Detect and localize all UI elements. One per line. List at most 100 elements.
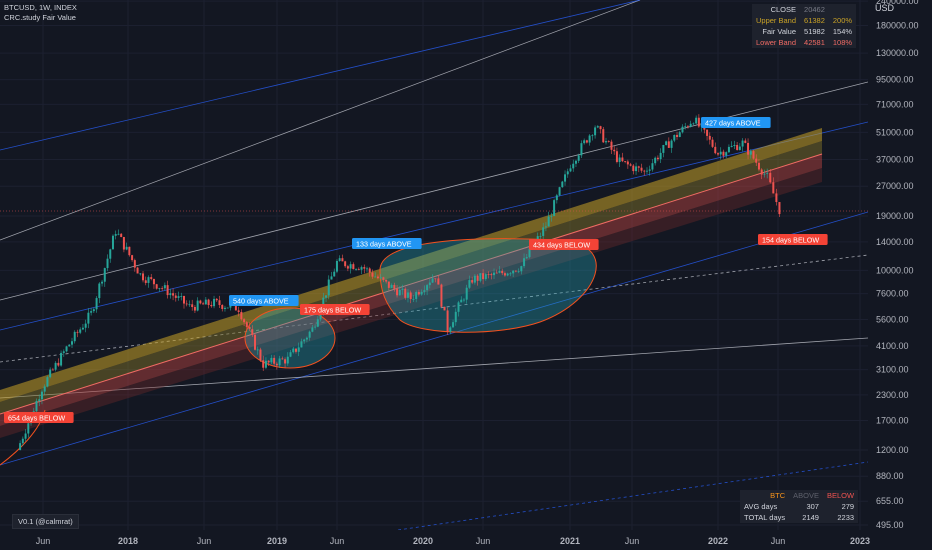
annotation-text: 427 days ABOVE	[705, 119, 761, 128]
candle-body	[120, 233, 123, 238]
candle-body	[659, 152, 662, 160]
candle-body	[240, 311, 243, 320]
candle-body	[738, 146, 741, 150]
candle-body	[355, 268, 358, 270]
candle-body	[390, 284, 393, 288]
candle-body	[476, 275, 479, 281]
candle-body	[325, 295, 328, 298]
candle-body	[778, 202, 781, 215]
x-tick-label: 2018	[118, 536, 138, 546]
candle-body	[741, 140, 744, 147]
candle-body	[415, 292, 418, 299]
candle-body	[213, 298, 216, 307]
candle-body	[757, 162, 760, 170]
candle-body	[676, 134, 679, 137]
candle-body	[278, 358, 281, 366]
candle-body	[393, 284, 396, 289]
candle-body	[286, 356, 289, 364]
study-label[interactable]: CRC.study Fair Value	[4, 13, 76, 22]
candle-body	[686, 126, 689, 128]
candle-body	[645, 170, 648, 172]
candle-body	[316, 319, 319, 327]
candle-body	[275, 363, 278, 366]
candle-body	[566, 171, 569, 175]
candle-body	[122, 237, 125, 250]
candle-body	[656, 157, 659, 160]
candle-body	[396, 288, 399, 296]
candle-body	[226, 307, 229, 309]
candle-body	[708, 135, 711, 140]
candle-body	[273, 357, 276, 364]
candle-body	[406, 292, 409, 298]
candle-body	[27, 423, 30, 434]
annotations: 654 days BELOW 540 days ABOVE 175 days BEL…	[4, 117, 828, 423]
upper-band-label: Upper Band	[756, 16, 797, 25]
candle-body	[71, 341, 74, 345]
candle-body	[452, 322, 455, 328]
candle-body	[243, 319, 246, 323]
candle-body	[84, 323, 87, 328]
candle-body	[311, 327, 314, 332]
candle-body	[626, 161, 629, 165]
candle-body	[360, 267, 363, 270]
candle-body	[163, 285, 166, 289]
candle-body	[572, 163, 575, 169]
candle-body	[714, 146, 717, 154]
candle-body	[172, 293, 175, 296]
candle-body	[632, 165, 635, 172]
candle-body	[188, 304, 191, 306]
annotation-text: 434 days BELOW	[533, 241, 590, 250]
candle-body	[719, 151, 722, 155]
stats-header-above: ABOVE	[793, 491, 819, 500]
candle-body	[376, 276, 379, 279]
candle-body	[564, 174, 567, 182]
candle-body	[114, 234, 117, 236]
candle-body	[514, 270, 517, 272]
candle-body	[79, 329, 82, 333]
x-axis[interactable]: Jun 2018 Jun 2019 Jun 2020 Jun 2021 Jun 2022 Jun 20…	[36, 536, 870, 546]
candle-body	[569, 168, 572, 172]
candle-body	[221, 305, 224, 309]
stats-total-label: TOTAL days	[744, 513, 786, 522]
candle-body	[158, 288, 161, 289]
candle-body	[493, 272, 496, 276]
candle-body	[103, 268, 106, 282]
candle-body	[577, 155, 580, 161]
channel-line	[0, 337, 868, 399]
candle-body	[610, 141, 613, 150]
y-tick-label: 130000.00	[876, 48, 919, 58]
candle-body	[437, 278, 440, 285]
candle-body	[670, 140, 673, 148]
y-axis-bg	[868, 0, 932, 530]
candle-body	[193, 306, 196, 311]
stats-header-btc: BTC	[770, 491, 786, 500]
candle-body	[553, 200, 556, 216]
candle-body	[561, 181, 564, 188]
candle-body	[404, 288, 407, 298]
annotation-text: 133 days ABOVE	[356, 240, 412, 249]
below-zone	[244, 307, 336, 369]
candle-body	[155, 284, 158, 289]
candle-body	[509, 273, 512, 275]
candle-body	[363, 267, 366, 269]
candle-body	[292, 348, 295, 353]
stats-avg-label: AVG days	[744, 502, 778, 511]
candle-body	[667, 141, 670, 148]
x-tick-label: 2022	[708, 536, 728, 546]
candle-body	[73, 331, 76, 342]
candle-body	[454, 311, 457, 323]
candle-body	[368, 268, 371, 273]
candle-body	[174, 295, 177, 298]
candle-body	[128, 246, 131, 256]
y-axis[interactable]: 240000.00 180000.00 130000.00 95000.00 71000…	[876, 0, 919, 550]
candle-body	[495, 272, 498, 274]
candle-body	[468, 280, 471, 288]
candle-body	[150, 277, 153, 279]
candle-body	[49, 369, 52, 378]
candle-body	[106, 258, 109, 269]
candle-body	[681, 126, 684, 133]
y-tick-label: 2300.00	[876, 390, 909, 400]
symbol-label[interactable]: BTCUSD, 1W, INDEX	[4, 3, 77, 12]
annotation-badge	[701, 117, 771, 128]
